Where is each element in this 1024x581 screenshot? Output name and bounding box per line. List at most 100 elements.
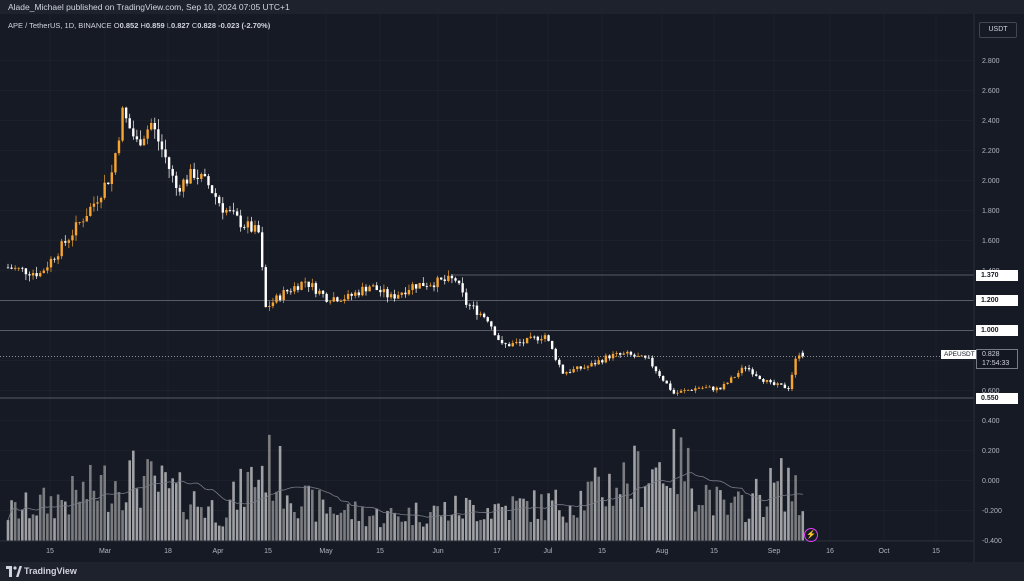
volume-bar [500,506,504,541]
volume-bar [6,520,10,541]
candle-body [178,187,182,192]
candle-body [432,285,436,288]
flash-icon[interactable]: ⚡ [804,528,818,542]
candle-body [536,336,540,341]
volume-bar [722,499,726,541]
volume-bar [754,478,758,541]
candle-body [608,355,611,359]
candle-body [246,221,250,228]
candle-body [397,294,400,299]
volume-bar [121,510,124,541]
price-chart[interactable]: 2.8002.6002.4002.2002.0001.8001.6001.400… [0,14,1024,562]
volume-bar [307,485,311,541]
volume-bar [278,445,282,541]
candle-body [117,140,121,154]
candle-body [268,306,271,308]
candle-body [443,279,446,281]
candle-body [679,390,683,393]
volume-bar [482,519,486,541]
volume-bar [221,526,225,541]
volume-bar [590,481,593,541]
volume-bar [96,500,99,541]
candle-body [586,366,590,368]
open-label: O [113,21,120,30]
candle-body [407,290,411,295]
volume-bar [164,472,167,541]
volume-bar [13,502,17,541]
candle-body [762,379,765,382]
volume-bar [239,468,242,541]
volume-bar [178,472,182,541]
candle-body [39,273,42,277]
candle-body [550,340,554,349]
volume-bar [690,488,694,541]
candle-body [422,282,425,287]
volume-bar [464,497,468,541]
time-tick-label: 15 [598,548,606,555]
candle-body [604,355,608,363]
open-value: 0.852 [119,21,139,30]
candle-body [414,284,418,289]
volume-bar [228,499,232,541]
candle-body [715,387,719,391]
candle-body [780,383,783,385]
candle-body [640,355,643,357]
candle-body [207,176,210,186]
volume-bar [135,488,139,541]
candle-body [611,354,615,359]
candle-body [85,215,88,222]
symbol-title[interactable]: APE / TetherUS, 1D, BINANCE [8,21,112,30]
candle-body [114,153,117,173]
time-tick-label: Jun [432,548,443,555]
candle-body [139,139,142,146]
volume-bar [658,462,661,541]
volume-bar [71,475,74,541]
candle-body [314,283,318,294]
candle-body [24,268,28,275]
candle-body [142,138,146,146]
tradingview-brand[interactable]: TradingView [24,566,77,576]
volume-bar [608,473,611,541]
volume-bar [106,511,110,541]
candle-body [56,256,60,260]
volume-bar [726,514,729,541]
volume-bar [418,522,421,541]
volume-bar [289,503,293,541]
candle-body [654,366,658,372]
candle-body [436,277,439,288]
candle-body [10,267,13,269]
candle-body [42,270,45,274]
candle-body [164,149,167,158]
volume-bar [318,490,321,541]
candle-body [647,357,651,359]
time-tick-label: 15 [932,548,940,555]
volume-bar [486,508,490,541]
price-tick-label: 0.600 [982,388,1000,395]
volume-bar [436,506,439,541]
volume-bar [729,502,733,541]
footer-bar: TradingView [0,562,1024,581]
volume-bar [264,492,268,541]
volume-bar [765,506,769,541]
volume-bar [153,475,157,541]
candle-body [683,390,686,391]
candle-body [708,386,711,388]
candle-body [78,222,81,223]
candle-body [704,387,708,389]
volume-bar [543,520,547,541]
close-value: 0.828 [197,21,217,30]
candle-body [307,281,310,288]
volume-bar [200,507,203,541]
volume-bar [171,478,174,541]
volume-bar [404,521,407,541]
volume-bar [357,520,361,541]
time-axis: 15 Mar 18 Apr 15 May 15 Jun 17 Jul 15 Aug 15 Sep 16 Oct… [46,548,940,555]
volume-bar [103,465,106,541]
candle-body [447,275,450,281]
volume-bar [160,465,164,541]
candle-body [776,383,779,385]
volume-bar [225,517,228,541]
volume-bar [708,489,711,541]
price-tick-label: 0.400 [982,418,1000,425]
currency-button[interactable]: USDT [979,22,1017,38]
